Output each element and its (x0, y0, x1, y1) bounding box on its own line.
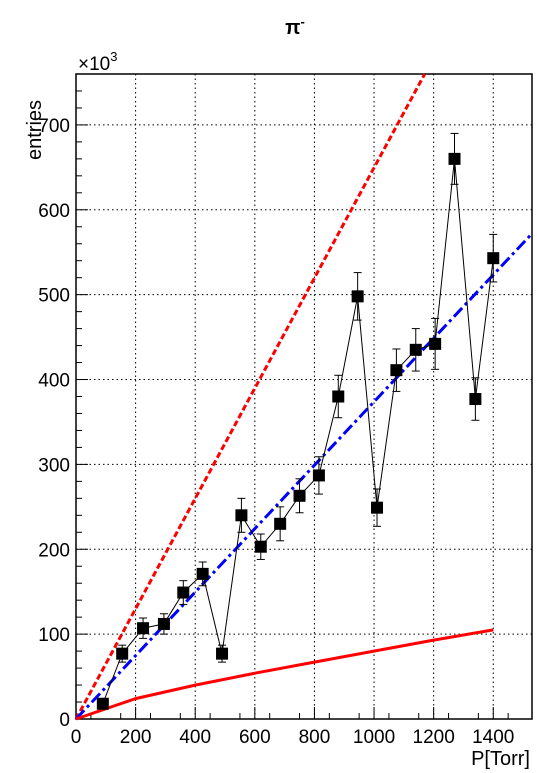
axes: 0 200 400 600 800 1000 1200 1400 0 100 200 300 400 50… (38, 90, 514, 748)
fit-line-dashed (74, 73, 427, 720)
data-point-2 (137, 622, 150, 635)
x-tick-label-5: 1000 (353, 727, 395, 748)
x-tick-label-1: 200 (120, 727, 152, 748)
x-tick-label-2: 400 (179, 727, 211, 748)
data-point-13 (351, 290, 364, 303)
data-point-5 (196, 567, 209, 580)
data-point-15 (390, 364, 403, 377)
x-tick-label-6: 1200 (413, 727, 455, 748)
chart-title-main: π (285, 17, 300, 39)
fit-line-solid (75, 628, 494, 721)
data-point-8 (254, 540, 267, 553)
data-markers (96, 132, 500, 710)
data-point-18 (448, 152, 461, 165)
x-tick-label-4: 800 (299, 727, 331, 748)
y-multiplier-exp: 3 (110, 49, 117, 64)
chart-title: π- (285, 14, 305, 39)
data-point-16 (409, 343, 422, 356)
y-tick-label-7: 700 (38, 116, 70, 137)
data-point-4 (177, 586, 190, 599)
data-point-19 (469, 393, 482, 406)
y-tick-label-6: 600 (38, 201, 70, 222)
y-multiplier: ×103 (78, 49, 117, 75)
data-point-11 (312, 469, 325, 482)
chart-title-sup: - (300, 14, 304, 29)
x-tick-label-0: 0 (71, 727, 82, 748)
data-point-1 (116, 647, 129, 660)
data-point-7 (235, 509, 248, 522)
y-tick-label-3: 300 (38, 455, 70, 476)
data-point-9 (274, 517, 287, 530)
fit-line-dash-dot (74, 232, 534, 721)
y-tick-label-2: 200 (38, 540, 70, 561)
data-point-10 (293, 489, 306, 502)
data-point-6 (216, 647, 229, 660)
x-axis-label: P[Torr] (471, 748, 530, 770)
data-point-17 (429, 337, 442, 350)
y-tick-label-0: 0 (59, 710, 70, 731)
y-tick-label-1: 100 (38, 625, 70, 646)
data-point-12 (332, 390, 345, 403)
y-axis-label: entries (24, 100, 46, 160)
y-tick-label-5: 500 (38, 286, 70, 307)
data-point-20 (487, 252, 500, 265)
data-point-3 (157, 617, 170, 630)
y-multiplier-base: ×10 (78, 54, 110, 75)
x-tick-label-3: 600 (239, 727, 271, 748)
y-tick-label-4: 400 (38, 371, 70, 392)
fit-lines (74, 73, 534, 721)
data-point-0 (96, 697, 109, 710)
x-tick-label-7: 1400 (472, 727, 514, 748)
data-point-14 (371, 501, 384, 514)
